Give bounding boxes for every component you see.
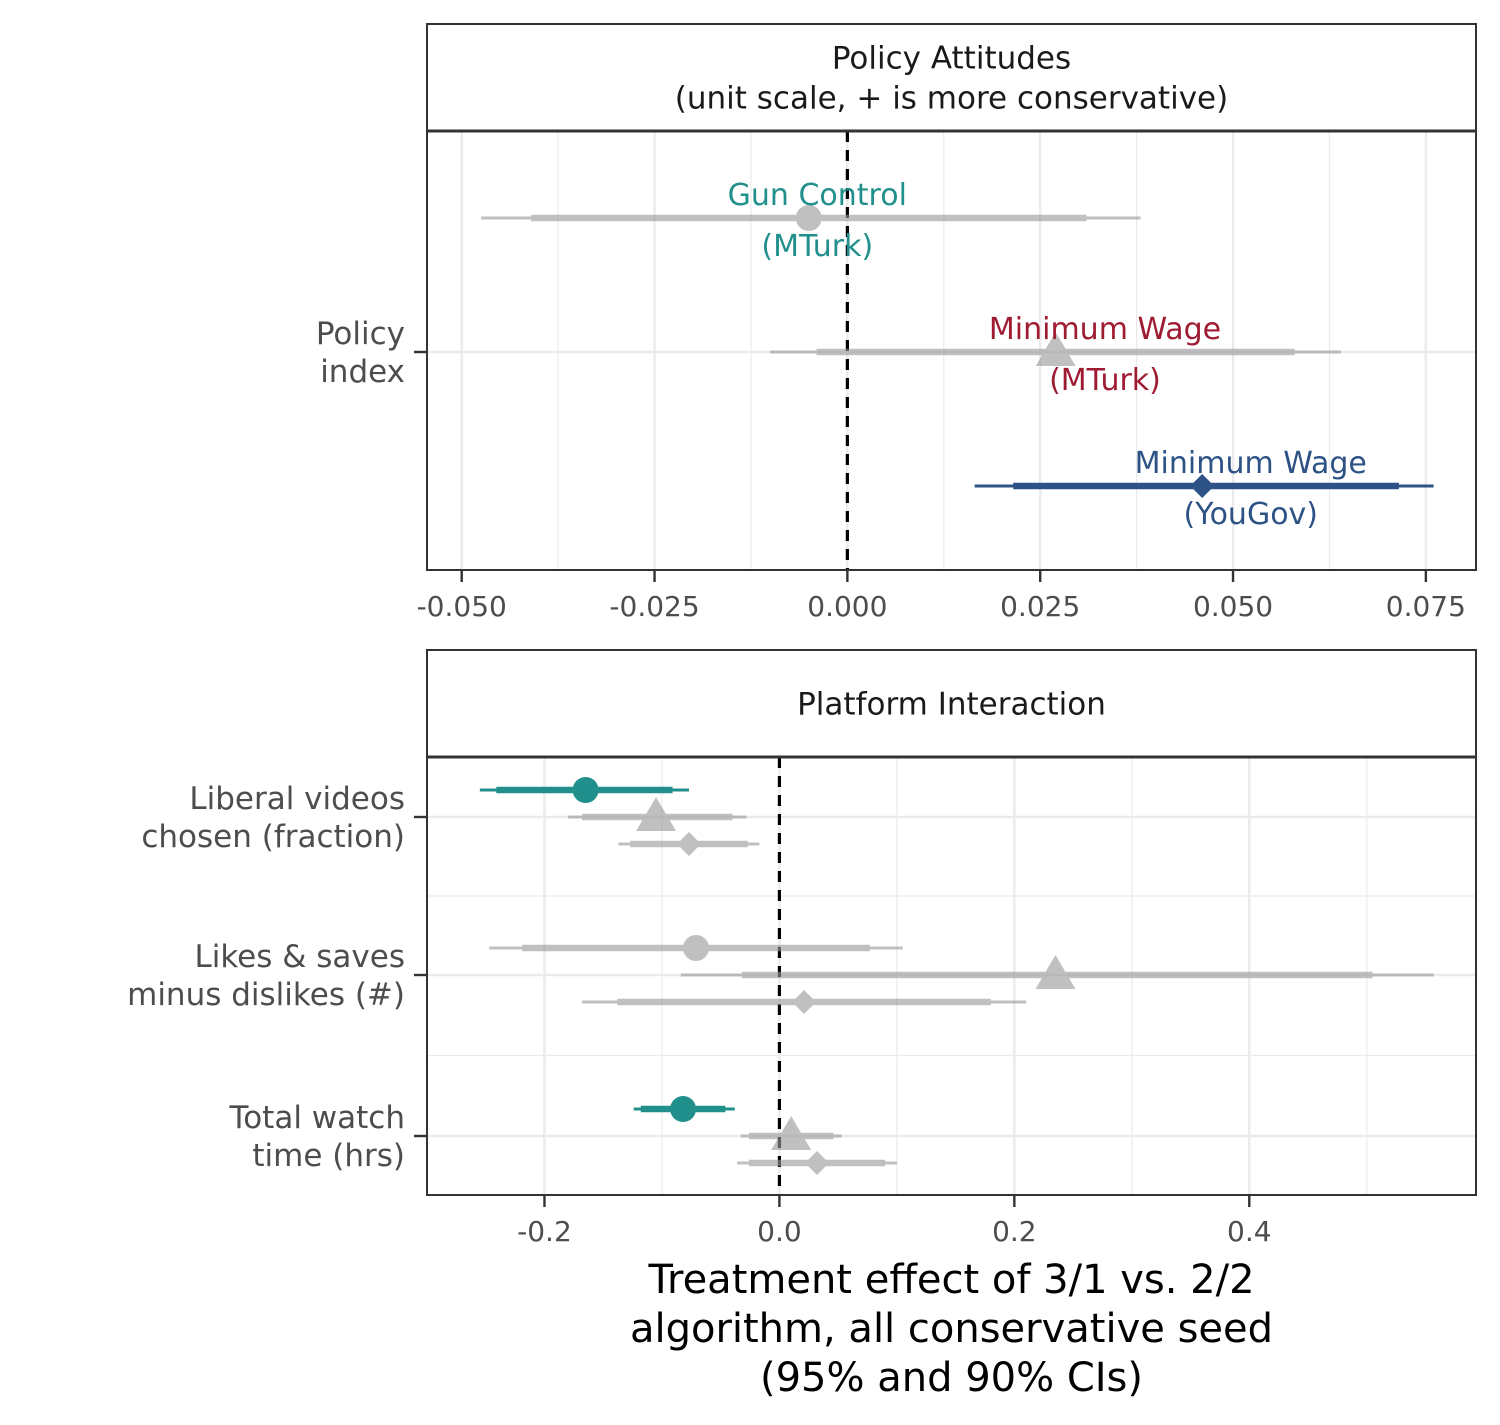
x-axis-title: Treatment effect of 3/1 vs. 2/2algorithm… — [630, 1257, 1273, 1401]
point-label: (MTurk) — [1049, 363, 1161, 398]
panel-title: Policy Attitudes — [832, 41, 1071, 77]
point-estimate-diamond — [804, 1151, 829, 1175]
point-label: Minimum Wage — [1135, 446, 1367, 481]
point-estimate-triangle — [1035, 955, 1076, 989]
point-label: Gun Control — [728, 178, 907, 213]
panel-policy-attitudes: Policy Attitudes (unit scale, + is more c… — [316, 23, 1477, 623]
panel-strip — [426, 649, 1477, 758]
estimate-group — [680, 955, 1434, 989]
category-label: Total watch — [229, 1100, 405, 1136]
x-tick-label: 0.025 — [1000, 590, 1080, 623]
point-estimate-triangle — [636, 797, 677, 831]
category-label: chosen (fraction) — [141, 819, 405, 855]
point-estimate-diamond — [792, 990, 817, 1014]
panel-title: Platform Interaction — [797, 687, 1106, 723]
x-tick-label: 0.4 — [1227, 1215, 1272, 1248]
x-axis-title-line: Treatment effect of 3/1 vs. 2/2 — [647, 1257, 1254, 1303]
point-estimate-circle — [795, 205, 822, 231]
estimate-group — [737, 1151, 897, 1175]
x-tick-label: 0.050 — [1193, 590, 1273, 623]
point-estimate-triangle — [771, 1116, 812, 1150]
point-estimate-diamond — [1190, 474, 1215, 498]
panel-title: (unit scale, + is more conservative) — [675, 81, 1228, 117]
category-label: Liberal videos — [189, 781, 405, 817]
point-estimate-triangle — [1035, 332, 1076, 366]
estimate-group — [633, 1096, 735, 1122]
panel-platform-interaction: Platform Interaction Liberal videoschosen… — [127, 649, 1477, 1248]
estimate-group — [567, 797, 747, 831]
category-label: minus dislikes (#) — [127, 977, 405, 1013]
x-tick-label: 0.0 — [757, 1215, 802, 1248]
x-axis-title-line: algorithm, all conservative seed — [630, 1306, 1273, 1352]
point-estimate-circle — [572, 777, 599, 803]
category-label: Likes & saves — [194, 939, 405, 975]
point-estimate-circle — [683, 935, 710, 961]
panel-strip — [426, 23, 1477, 132]
estimate-group — [974, 474, 1434, 498]
category-label: index — [320, 354, 405, 390]
point-estimate-diamond — [676, 832, 701, 856]
x-tick-label: -0.025 — [609, 590, 699, 623]
category-label: Policy — [316, 316, 405, 352]
x-tick-label: 0.2 — [992, 1215, 1037, 1248]
point-estimate-circle — [670, 1096, 697, 1122]
estimate-group — [480, 205, 1141, 231]
x-tick-label: 0.075 — [1386, 590, 1466, 623]
point-label: (MTurk) — [761, 229, 873, 264]
estimate-group — [618, 832, 760, 856]
estimate-group — [489, 935, 903, 961]
x-axis-title-line: (95% and 90% CIs) — [760, 1355, 1143, 1401]
estimate-group — [770, 332, 1342, 366]
estimate-group — [479, 777, 689, 803]
point-label: (YouGov) — [1184, 497, 1318, 532]
estimate-group — [740, 1116, 842, 1150]
x-tick-label: -0.050 — [417, 590, 507, 623]
estimate-group — [582, 990, 1027, 1014]
point-label: Minimum Wage — [989, 312, 1221, 347]
category-label: time (hrs) — [252, 1138, 405, 1174]
x-tick-label: -0.2 — [517, 1215, 572, 1248]
x-tick-label: 0.000 — [807, 590, 887, 623]
